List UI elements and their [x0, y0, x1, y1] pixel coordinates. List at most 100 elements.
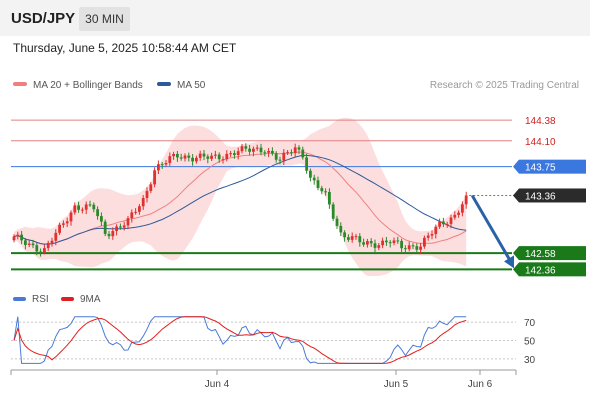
candle-body-119: [464, 195, 468, 205]
candle-body-71: [282, 152, 286, 161]
candle-body-81: [320, 188, 324, 192]
forecast-arrow-head: [504, 255, 514, 269]
candle-body-52: [210, 155, 213, 159]
indicator-lines: [13, 151, 467, 245]
candle-body-94: [369, 241, 373, 244]
last-price-label: 143.36: [525, 191, 556, 202]
candle-body-19: [84, 204, 88, 210]
forecast-arrow-shaft: [470, 194, 512, 262]
candle-body-17: [77, 205, 80, 210]
timeframe-button[interactable]: 30 MIN: [79, 7, 130, 31]
candle-body-6: [35, 245, 39, 252]
level-tag-bg-2: [519, 159, 586, 174]
candle-body-13: [62, 223, 65, 225]
candle-body-103: [404, 248, 407, 250]
level-label-1: 144.10: [525, 137, 556, 148]
candle-body-109: [426, 235, 430, 238]
level-labels: 144.38 144.10 143.75 142.58 142.36 143.36: [513, 116, 586, 277]
candle-body-117: [457, 212, 460, 215]
candle-body-40: [164, 162, 168, 165]
candle-body-91: [358, 236, 362, 243]
candle-body-108: [423, 237, 426, 247]
candle-body-67: [267, 150, 270, 153]
candle-body-85: [335, 218, 339, 226]
candle-body-59: [236, 151, 240, 156]
candle-body-28: [119, 226, 122, 228]
x-axis-label-1: Jun 5: [384, 379, 409, 390]
candle-body-84: [331, 204, 335, 219]
candle-body-73: [290, 152, 293, 154]
candle-body-66: [263, 152, 267, 154]
candle-body-88: [347, 237, 350, 240]
level-label-3: 142.58: [525, 249, 556, 260]
legend-ma-bollinger-label: MA 20 + Bollinger Bands: [33, 80, 143, 91]
candle-body-105: [411, 245, 415, 247]
level-label-2: 143.75: [525, 163, 556, 174]
candle-body-89: [350, 236, 354, 240]
candle-body-8: [43, 248, 46, 253]
candle-body-87: [343, 232, 346, 238]
candle-body-106: [415, 246, 419, 250]
candle-body-92: [362, 242, 365, 245]
candle-body-37: [153, 170, 156, 185]
candle-body-104: [407, 245, 411, 250]
candle-body-34: [141, 198, 145, 207]
candle-body-41: [168, 156, 172, 163]
candle-body-56: [225, 153, 229, 160]
candle-body-0: [12, 236, 16, 241]
rsi-legend-swatch-1: [61, 297, 74, 301]
candle-body-54: [217, 154, 221, 160]
rsi-legend-label-1: 9MA: [80, 294, 101, 305]
rsi-legend-label-0: RSI: [32, 294, 49, 305]
candle-body-36: [149, 184, 153, 191]
candle-body-99: [388, 242, 392, 244]
candle-body-75: [297, 147, 301, 150]
candle-body-86: [339, 225, 343, 233]
candle-body-100: [392, 240, 396, 244]
candle-body-76: [301, 149, 305, 158]
candle-body-114: [445, 223, 449, 225]
candle-body-107: [419, 246, 422, 250]
levels: [11, 119, 517, 271]
candle-body-21: [92, 204, 96, 210]
last-price-tag-bg: [519, 188, 586, 203]
candle-body-26: [111, 231, 115, 237]
candle-body-33: [138, 206, 141, 212]
candle-body-112: [438, 221, 441, 227]
candle-body-80: [316, 180, 320, 189]
candle-body-57: [229, 153, 232, 155]
candle-body-45: [183, 155, 187, 159]
x-axis: Jun 4 Jun 5 Jun 6: [10, 369, 517, 390]
candle-body-95: [373, 243, 377, 248]
candle-body-50: [202, 153, 206, 157]
rsi-tick-50: 50: [524, 337, 536, 348]
rsi-ma-line: [13, 316, 467, 364]
legend-ma50: MA 50: [157, 80, 205, 91]
candle-body-30: [126, 218, 130, 226]
candle-body-64: [255, 147, 259, 149]
candle-body-22: [96, 209, 99, 217]
rsi-panel: RSI 9MA 70 50 30: [11, 294, 536, 366]
legend-ma-bollinger: MA 20 + Bollinger Bands: [13, 80, 143, 91]
candle-body-10: [50, 240, 54, 243]
credit-text: Research © 2025 Trading Central: [429, 80, 579, 91]
candle-body-53: [214, 154, 217, 156]
last-price-tag-point: [513, 188, 519, 203]
candle-body-90: [354, 236, 358, 238]
candle-body-31: [130, 212, 134, 219]
ma50-line: [13, 154, 467, 245]
rsi-legend-swatch-0: [13, 297, 26, 301]
ma50-swatch: [157, 82, 171, 87]
ma-bollinger-swatch: [13, 82, 27, 87]
rsi-tick-30: 30: [524, 355, 536, 366]
candle-body-110: [430, 234, 434, 236]
candle-body-43: [176, 153, 179, 158]
candle-body-49: [198, 153, 202, 158]
candle-body-72: [286, 152, 289, 154]
candle-body-5: [31, 243, 35, 246]
level-tag-bg-3: [519, 246, 586, 261]
x-axis-label-0: Jun 4: [205, 379, 230, 390]
candle-body-63: [252, 148, 255, 152]
symbol-title: USD/JPY: [11, 10, 76, 27]
